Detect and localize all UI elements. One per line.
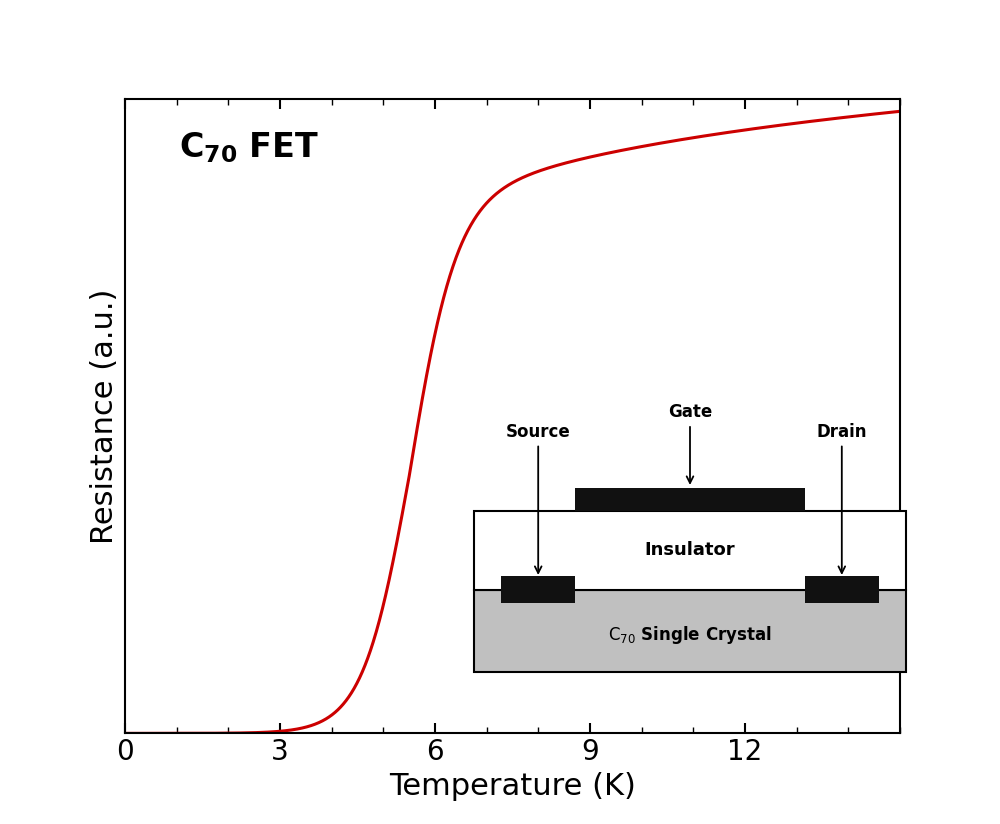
Text: Insulator: Insulator [645,541,735,559]
X-axis label: Temperature (K): Temperature (K) [389,772,636,801]
Text: $\mathbf{C_{70}}$ FET: $\mathbf{C_{70}}$ FET [179,131,319,166]
Text: Drain: Drain [817,423,867,573]
Text: $\mathrm{C_{70}}$ Single Crystal: $\mathrm{C_{70}}$ Single Crystal [608,624,772,645]
Y-axis label: Resistance (a.u.): Resistance (a.u.) [90,288,119,544]
Text: Source: Source [506,423,571,573]
Bar [575,488,805,511]
Bar [474,590,906,672]
Bar [501,576,575,603]
Bar [474,511,906,590]
Bar [805,576,879,603]
Text: Gate: Gate [668,403,712,483]
